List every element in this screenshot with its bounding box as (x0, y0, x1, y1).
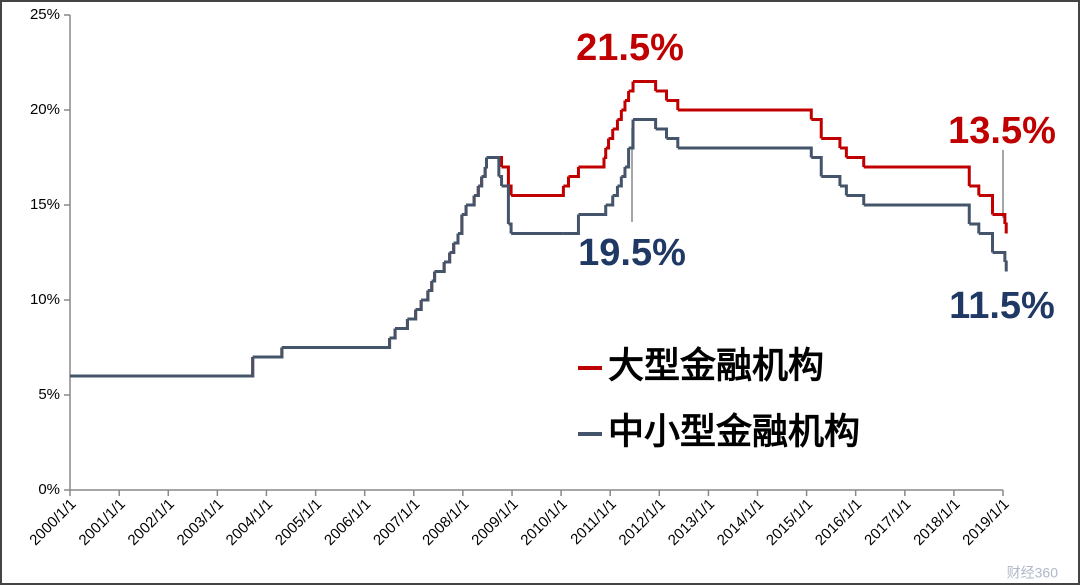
line-step (511, 186, 565, 197)
line-step (978, 232, 995, 253)
line-step (621, 100, 627, 112)
line-step (628, 119, 635, 150)
y-tick-label: 10% (30, 291, 60, 308)
line-step (617, 110, 623, 121)
line-step (821, 175, 842, 186)
line-step (498, 175, 504, 186)
line-step (863, 165, 971, 186)
line-step (395, 319, 409, 330)
line-step (969, 184, 981, 196)
line-step (457, 214, 464, 235)
line-step (453, 233, 460, 245)
line-step (434, 262, 446, 273)
line-step (568, 167, 580, 178)
line-step (501, 165, 510, 186)
line-step (568, 214, 580, 235)
line-step (811, 156, 823, 177)
line-step (1004, 222, 1008, 234)
annotation: 21.5% (576, 27, 684, 69)
line-step (655, 127, 669, 139)
line-step (431, 271, 437, 283)
line-step (666, 137, 680, 148)
line-step (621, 167, 627, 178)
line-step (677, 108, 813, 120)
line-step (839, 146, 848, 158)
y-tick-label: 0% (38, 481, 60, 498)
line-step (978, 194, 995, 215)
line-step (481, 167, 487, 178)
y-tick-label: 5% (38, 386, 60, 403)
y-tick-label: 15% (30, 196, 60, 213)
line-step (1004, 260, 1008, 272)
line-step (608, 195, 615, 207)
line-step (578, 157, 606, 169)
line-step (655, 89, 669, 101)
line-step (677, 146, 813, 158)
watermark: 财经360 (1007, 565, 1059, 581)
line-step (624, 91, 631, 102)
line-step (617, 176, 623, 188)
line-step (421, 290, 430, 302)
legend-label: 大型金融机构 (608, 345, 824, 386)
line-step (603, 205, 608, 216)
line-step (486, 156, 501, 177)
y-tick-label: 20% (30, 101, 60, 118)
annotation: 19.5% (578, 232, 686, 274)
line-step (846, 194, 866, 205)
line-step (407, 309, 418, 321)
line-step (415, 300, 423, 311)
annotation: 13.5% (948, 110, 1056, 152)
line-step (633, 80, 658, 91)
line-step (563, 176, 570, 188)
line-step (444, 252, 452, 264)
line-step (839, 184, 848, 196)
line-step (252, 347, 284, 359)
line-step (624, 148, 631, 169)
line-step (449, 243, 456, 254)
line-step (427, 281, 434, 292)
line-step (992, 251, 1007, 262)
line-step (608, 129, 615, 140)
line-step (466, 195, 476, 207)
line-step (811, 118, 823, 139)
line-step (628, 81, 635, 93)
line-step (389, 328, 397, 340)
line-step (612, 119, 619, 131)
line-step (474, 186, 480, 197)
line-step (863, 203, 971, 224)
line-step (992, 213, 1007, 224)
legend-label: 中小型金融机构 (608, 411, 860, 452)
line-step (508, 222, 513, 234)
line-step (501, 184, 510, 224)
line-step (281, 338, 392, 349)
y-tick-label: 25% (30, 6, 60, 23)
line-step (612, 186, 619, 197)
line-step (70, 357, 255, 378)
line-step (484, 157, 488, 169)
line-step (633, 118, 658, 129)
line-step (846, 156, 866, 167)
line-step (461, 205, 468, 216)
line-step (605, 138, 611, 150)
line-step (821, 137, 842, 148)
line-step (603, 148, 608, 159)
line-step (666, 99, 680, 110)
line-step (969, 222, 981, 234)
annotation: 11.5% (949, 285, 1055, 327)
line-step (478, 176, 484, 188)
